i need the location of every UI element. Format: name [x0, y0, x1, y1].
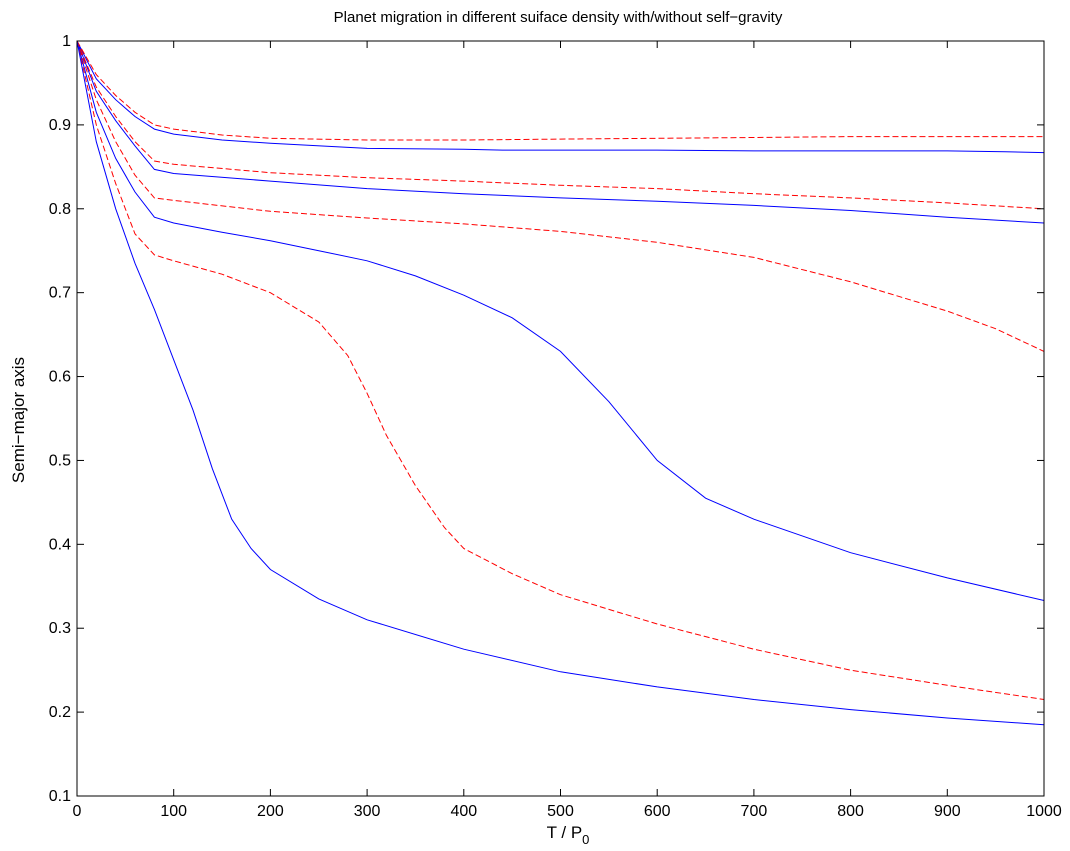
series-line-7 [76, 40, 1045, 700]
x-axis-label-subscript: 0 [582, 832, 589, 847]
plot-area: 0 100 200 300 400 500 600 700 800 900 1000 0.1 0.2 0.… [49, 33, 1062, 820]
y-axis-label: Semi−major axis [9, 357, 28, 483]
x-axis-label: T / P0 [547, 823, 590, 847]
series-line-1 [76, 40, 1045, 154]
y-tick-label: 0.9 [49, 117, 71, 134]
y-tick-label: 0.5 [49, 452, 71, 469]
x-tick-label: 100 [160, 803, 187, 820]
x-tick-label: 900 [934, 803, 961, 820]
series-line-3 [76, 40, 1045, 224]
series-line-5 [76, 40, 1045, 352]
x-tick-label: 0 [73, 803, 82, 820]
x-tick-label: 1000 [1026, 803, 1062, 820]
x-tick-label: 600 [644, 803, 671, 820]
y-tick-label: 0.6 [49, 369, 71, 386]
y-tick-label: 0.4 [49, 536, 71, 553]
y-tick-label: 0.1 [49, 788, 71, 805]
x-tick-label: 400 [450, 803, 477, 820]
axes-frame [76, 40, 1045, 797]
x-tick-label: 700 [741, 803, 768, 820]
series-line-6 [76, 40, 1045, 601]
series-line-2 [76, 40, 1044, 141]
y-tick-label: 0.8 [49, 201, 71, 218]
y-tick-label: 0.7 [49, 285, 71, 302]
x-tick-label: 500 [547, 803, 574, 820]
series-line-8 [76, 40, 1045, 726]
x-axis-label-main: T / P [547, 823, 583, 842]
x-tick-label: 800 [837, 803, 864, 820]
y-tick-label: 1 [62, 33, 71, 50]
series-line-4 [76, 40, 1045, 210]
x-tick-label: 300 [354, 803, 381, 820]
y-tick-label: 0.2 [49, 704, 71, 721]
y-tick-label: 0.3 [49, 620, 71, 637]
chart-title: Planet migration in different suiface de… [334, 9, 783, 26]
x-tick-label: 200 [257, 803, 284, 820]
